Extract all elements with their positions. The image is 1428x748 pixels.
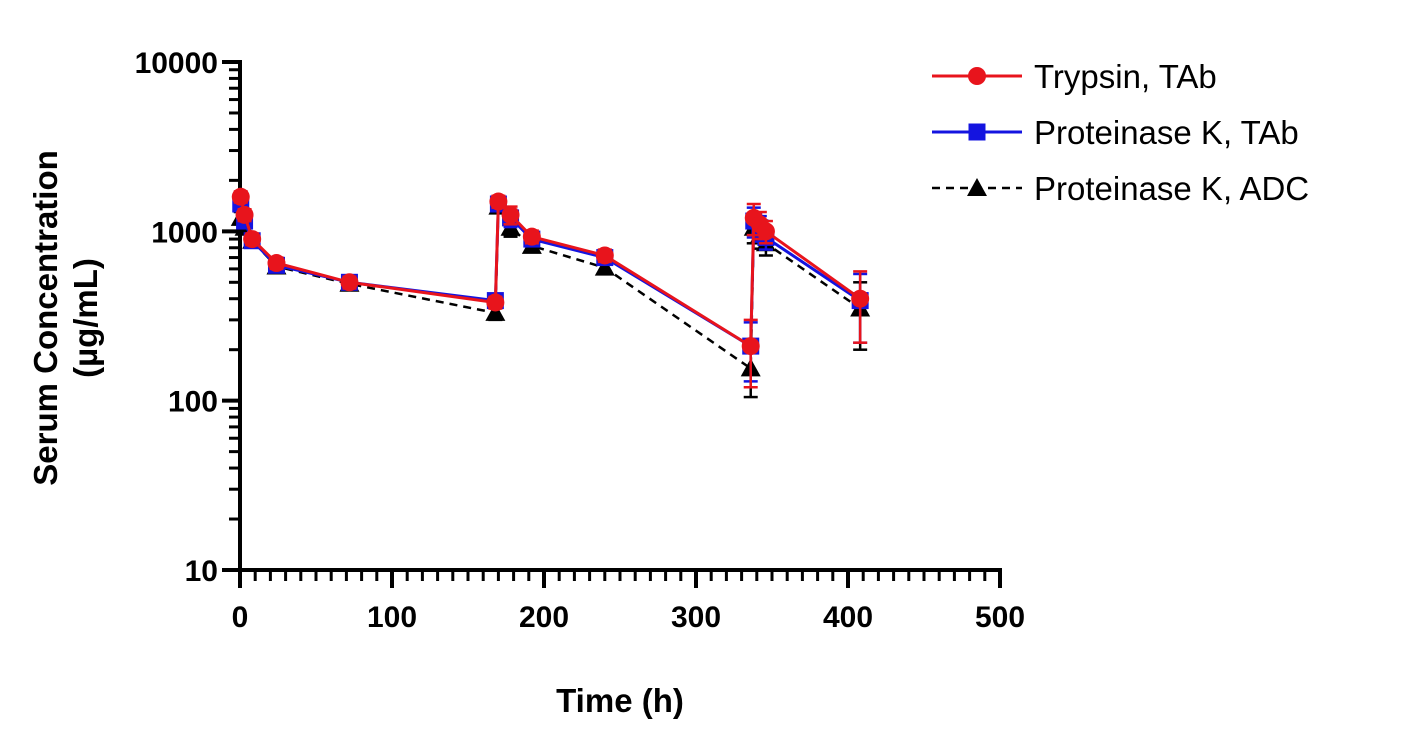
- legend-label: Proteinase K, TAb: [1034, 114, 1299, 151]
- data-point: [231, 187, 250, 206]
- legend-marker: [967, 178, 987, 196]
- y-axis-title-line: Serum Concentration: [27, 150, 64, 486]
- x-axis-title: Time (h): [556, 682, 684, 719]
- y-tick-label: 10000: [135, 47, 218, 80]
- data-point: [756, 222, 775, 241]
- data-point: [851, 289, 870, 308]
- y-axis-title: Serum Concentration(µg/mL): [27, 150, 104, 486]
- data-point: [267, 254, 286, 273]
- data-point: [741, 337, 760, 356]
- data-point: [595, 246, 614, 265]
- data-point: [594, 257, 615, 276]
- y-tick-label: 100: [168, 386, 218, 419]
- x-tick-label: 200: [519, 601, 569, 634]
- series-proteinase-k-tab: [232, 195, 869, 383]
- data-point: [486, 293, 505, 312]
- legend-item: Proteinase K, TAb: [932, 114, 1299, 151]
- legend-marker: [968, 67, 986, 85]
- legend-label: Trypsin, TAb: [1034, 58, 1217, 95]
- legend-marker: [968, 123, 986, 141]
- series-line: [239, 196, 862, 349]
- x-tick-label: 100: [367, 601, 417, 634]
- legend: Trypsin, TAb Proteinase K, TAb Proteinase …: [932, 58, 1309, 207]
- x-tick-label: 500: [975, 601, 1025, 634]
- y-tick-label: 10: [185, 555, 218, 588]
- data-point: [243, 230, 262, 249]
- series-proteinase-k-adc: [230, 196, 871, 399]
- legend-item: Trypsin, TAb: [932, 58, 1217, 95]
- data-point: [501, 205, 520, 224]
- axes: 10 100 1000 10000 0 100 200 300 400 500: [135, 47, 1025, 634]
- data-point: [340, 273, 359, 292]
- legend-item: Proteinase K, ADC: [932, 170, 1309, 207]
- legend-label: Proteinase K, ADC: [1034, 170, 1309, 207]
- data-point: [485, 302, 506, 321]
- y-tick-label: 1000: [151, 216, 218, 249]
- series-layer: [230, 187, 871, 399]
- data-point: [235, 205, 254, 224]
- y-axis-title-line: (µg/mL): [67, 258, 104, 378]
- data-point: [489, 192, 508, 211]
- x-tick-label: 0: [232, 601, 249, 634]
- series-trypsin-tab: [231, 187, 870, 389]
- data-point: [522, 227, 541, 246]
- x-tick-label: 300: [671, 601, 721, 634]
- x-tick-label: 400: [823, 601, 873, 634]
